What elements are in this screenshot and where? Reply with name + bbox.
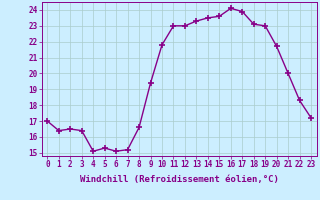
X-axis label: Windchill (Refroidissement éolien,°C): Windchill (Refroidissement éolien,°C) xyxy=(80,175,279,184)
